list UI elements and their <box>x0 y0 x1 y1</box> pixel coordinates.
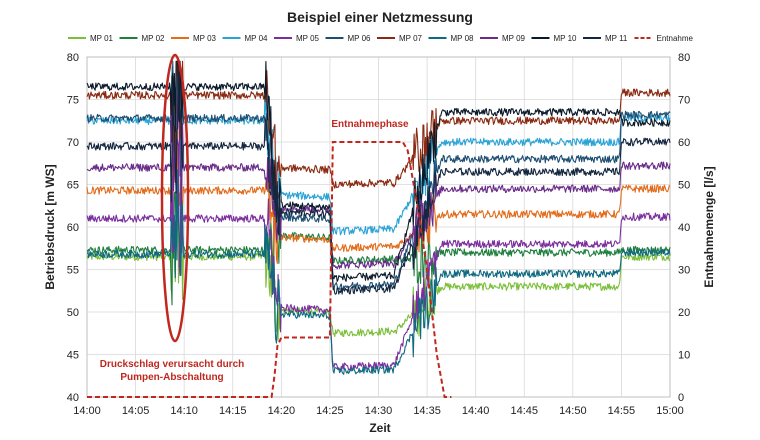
legend-item: MP 03 <box>171 34 217 43</box>
legend-item: MP 11 <box>583 34 628 43</box>
legend-item: MP 09 <box>480 34 526 43</box>
x-tick-label: 14:10 <box>170 405 198 417</box>
x-tick-label: 15:00 <box>656 405 684 417</box>
legend-label: MP 04 <box>245 34 269 43</box>
legend-label: MP 02 <box>142 34 166 43</box>
x-tick-label: 14:25 <box>316 405 344 417</box>
y-tick-label-left: 75 <box>67 95 79 107</box>
series-line-mp-09 <box>86 95 671 270</box>
x-axis-label: Zeit <box>369 421 390 435</box>
withdrawal-line <box>87 141 452 398</box>
series-line-mp-03 <box>86 113 671 265</box>
chart-title: Beispiel einer Netzmessung <box>287 9 473 25</box>
y-tick-label-right: 70 <box>678 95 690 107</box>
legend-label: MP 03 <box>193 34 217 43</box>
legend: MP 01 MP 02 MP 03 MP 04 MP 05 MP 06 MP 07 MP 08… <box>68 34 694 43</box>
legend-item: MP 02 <box>119 34 166 43</box>
legend-item: MP 05 <box>274 34 320 43</box>
x-tick-label: 14:30 <box>365 405 393 417</box>
y-tick-label-right: 40 <box>678 222 690 234</box>
x-tick-label: 14:05 <box>122 405 150 417</box>
legend-item: MP 10 <box>531 34 578 43</box>
y-axis-label-right: Entnahmemenge [l/s] <box>702 166 716 287</box>
legend-label: MP 08 <box>451 34 475 43</box>
legend-label: MP 06 <box>348 34 372 43</box>
series-group <box>86 60 671 375</box>
water-hammer-marker <box>160 53 190 343</box>
y-tick-label-left: 60 <box>67 222 79 234</box>
x-tick-label: 14:50 <box>559 405 587 417</box>
legend-label: MP 05 <box>296 34 320 43</box>
y-tick-label-right: 30 <box>678 265 690 277</box>
series-line-mp-02 <box>86 179 671 306</box>
y-tick-label-right: 0 <box>678 392 684 404</box>
legend-item: MP 07 <box>377 34 423 43</box>
x-tick-label: 14:00 <box>73 405 101 417</box>
y-tick-label-right: 20 <box>678 307 690 319</box>
x-tick-label: 14:40 <box>462 405 490 417</box>
x-tick-label: 14:45 <box>510 405 538 417</box>
series-line-mp-01 <box>86 160 671 341</box>
legend-label: Entnahme <box>657 34 694 43</box>
legend-label: MP 11 <box>605 34 628 43</box>
legend-item: MP 04 <box>222 34 269 43</box>
y-tick-label-right: 50 <box>678 180 690 192</box>
y-tick-label-left: 45 <box>67 350 79 362</box>
y-tick-label-left: 40 <box>67 392 79 404</box>
legend-item: MP 01 <box>68 34 114 43</box>
y-tick-label-left: 65 <box>67 180 79 192</box>
series-line-mp-08 <box>86 169 671 375</box>
x-tick-label: 14:15 <box>219 405 247 417</box>
x-tick-label: 14:20 <box>268 405 296 417</box>
water-hammer-label-2: Pumpen-Abschaltung <box>120 372 223 383</box>
y-axis-label-left: Betriebsdruck [m WS] <box>43 164 57 289</box>
plot-frame <box>86 56 671 398</box>
x-tick-label: 14:55 <box>608 405 636 417</box>
y-tick-label-right: 10 <box>678 350 690 362</box>
legend-item: MP 08 <box>428 34 475 43</box>
legend-label: MP 09 <box>502 34 526 43</box>
series-line-mp-11 <box>86 71 671 295</box>
series-line-mp-05 <box>86 139 671 371</box>
legend-label: MP 01 <box>90 34 114 43</box>
legend-label: MP 10 <box>554 34 578 43</box>
y-tick-label-left: 80 <box>67 52 79 64</box>
withdrawal-group <box>87 141 452 398</box>
phase-label: Entnahmephase <box>331 119 409 130</box>
y-tick-label-right: 60 <box>678 137 690 149</box>
series-line-mp-06 <box>86 60 671 291</box>
x-tick-label: 14:35 <box>413 405 441 417</box>
water-hammer-label-1: Druckschlag verursacht durch <box>100 359 245 370</box>
series-line-mp-04 <box>86 60 671 236</box>
ticks: 14:00 14:05 14:10 14:15 14:20 14:25 14:30 14:35… <box>67 52 691 417</box>
legend-label: MP 07 <box>399 34 423 43</box>
y-tick-label-left: 70 <box>67 137 79 149</box>
legend-item: Entnahme <box>634 34 694 43</box>
y-tick-label-left: 50 <box>67 307 79 319</box>
legend-item: MP 06 <box>325 34 372 43</box>
y-tick-label-left: 55 <box>67 265 79 277</box>
y-tick-label-right: 80 <box>678 52 690 64</box>
